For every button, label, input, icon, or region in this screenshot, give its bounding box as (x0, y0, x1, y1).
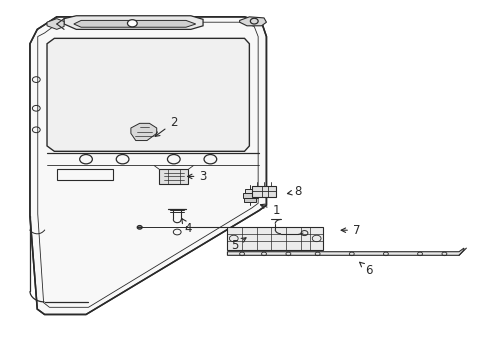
Polygon shape (251, 186, 276, 197)
Polygon shape (47, 39, 249, 151)
Text: 6: 6 (359, 262, 372, 277)
Polygon shape (131, 123, 157, 140)
Text: 5: 5 (231, 238, 245, 252)
Text: 1: 1 (260, 204, 279, 217)
Circle shape (137, 226, 142, 229)
Polygon shape (47, 19, 64, 30)
Polygon shape (227, 226, 322, 250)
Polygon shape (245, 189, 255, 193)
Polygon shape (64, 16, 203, 30)
Polygon shape (30, 17, 266, 315)
Text: 2: 2 (155, 116, 177, 136)
Circle shape (127, 20, 137, 27)
Text: 7: 7 (341, 224, 360, 237)
Polygon shape (159, 169, 188, 184)
Polygon shape (244, 198, 256, 202)
Polygon shape (74, 21, 195, 27)
Text: 3: 3 (187, 170, 206, 183)
Polygon shape (227, 248, 463, 255)
Polygon shape (243, 193, 257, 198)
Text: 4: 4 (182, 219, 192, 235)
Text: 8: 8 (287, 185, 301, 198)
Polygon shape (239, 17, 266, 26)
